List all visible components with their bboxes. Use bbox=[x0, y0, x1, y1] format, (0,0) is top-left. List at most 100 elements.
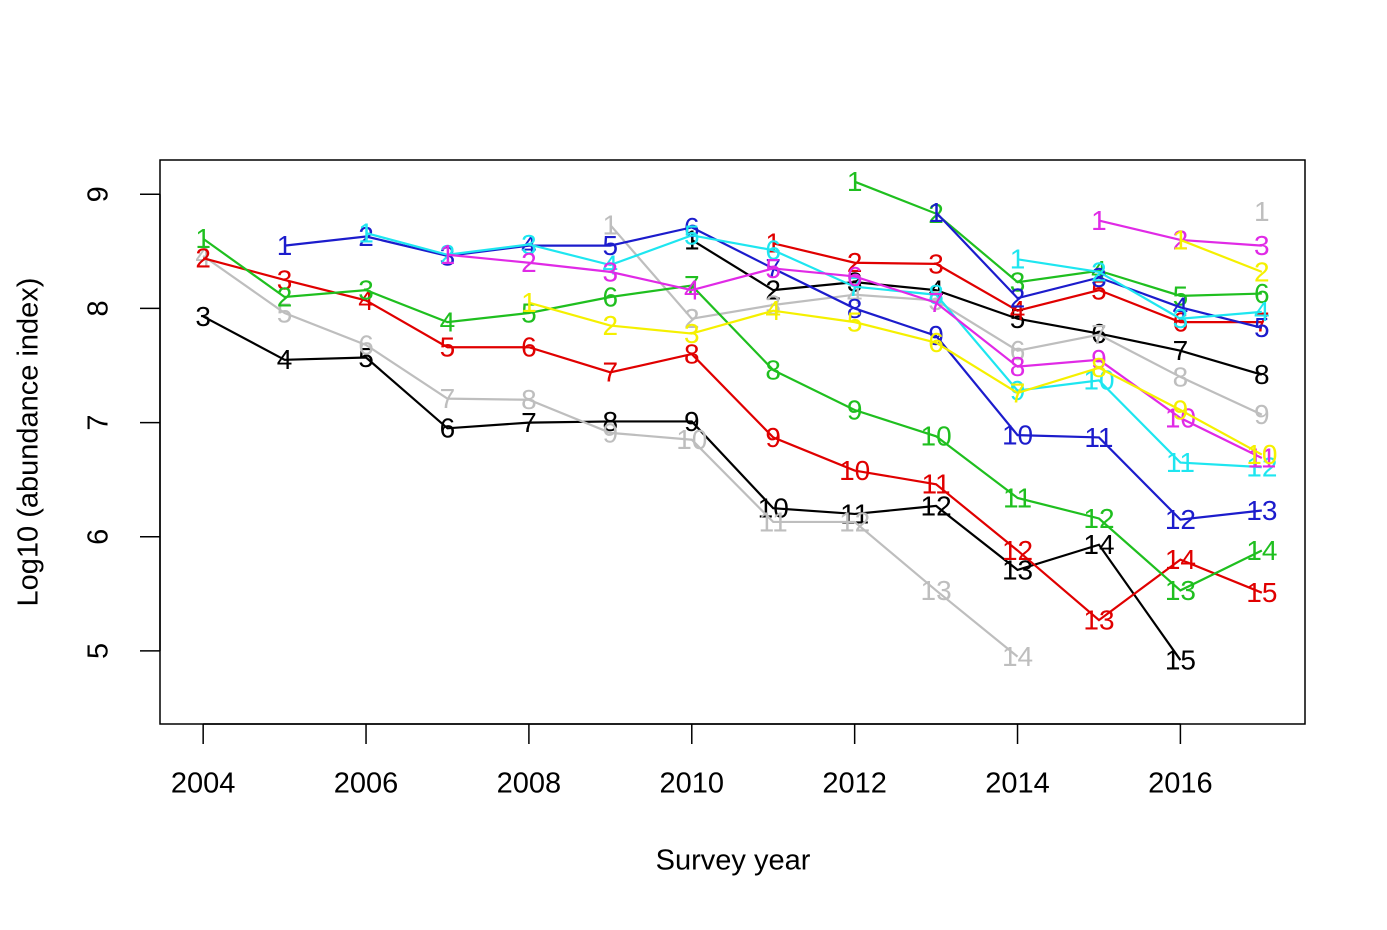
series-line bbox=[854, 180, 1262, 297]
y-tick-label: 7 bbox=[83, 415, 115, 431]
point-label: 15 bbox=[1246, 577, 1277, 608]
point-label: 3 bbox=[1254, 230, 1270, 261]
y-tick-label: 5 bbox=[83, 643, 115, 659]
point-label: 10 bbox=[1165, 402, 1196, 433]
point-label: 6 bbox=[521, 332, 537, 363]
series-line bbox=[772, 242, 1262, 324]
point-label: 2 bbox=[277, 281, 293, 312]
point-label: 9 bbox=[847, 394, 863, 425]
point-label: 9 bbox=[684, 406, 700, 437]
point-label: 3 bbox=[1010, 267, 1026, 298]
point-label: 2 bbox=[603, 310, 619, 341]
y-tick-label: 6 bbox=[83, 529, 115, 545]
y-axis-label: Log10 (abundance index) bbox=[13, 278, 45, 607]
point-label: 3 bbox=[195, 301, 211, 332]
point-label: 5 bbox=[684, 220, 700, 251]
point-label: 1 bbox=[277, 230, 293, 261]
point-label: 6 bbox=[603, 281, 619, 312]
point-label: 4 bbox=[195, 240, 211, 271]
point-label: 7 bbox=[928, 287, 944, 318]
point-label: 2 bbox=[684, 303, 700, 334]
point-label: 15 bbox=[1165, 644, 1196, 675]
series-line bbox=[365, 232, 1262, 469]
point-label: 8 bbox=[1010, 351, 1026, 382]
point-label: 5 bbox=[440, 332, 456, 363]
point-label: 7 bbox=[1173, 335, 1189, 366]
point-label: 5 bbox=[358, 342, 374, 373]
point-label: 7 bbox=[603, 357, 619, 388]
series-line bbox=[447, 253, 1263, 459]
point-label: 6 bbox=[358, 329, 374, 360]
point-label: 9 bbox=[1254, 399, 1270, 430]
series-line bbox=[202, 315, 1182, 661]
point-label: 4 bbox=[1173, 292, 1189, 323]
point-label: 1 bbox=[1091, 205, 1107, 236]
point-label: 6 bbox=[1010, 335, 1026, 366]
x-tick-label: 2008 bbox=[497, 768, 562, 800]
point-label: 2 bbox=[1173, 224, 1189, 255]
point-label: 7 bbox=[440, 383, 456, 414]
point-label: 11 bbox=[759, 506, 788, 537]
point-label: 13 bbox=[921, 575, 952, 606]
series-line bbox=[202, 257, 1263, 622]
point-label: 7 bbox=[521, 407, 537, 438]
point-label: 6 bbox=[928, 327, 944, 358]
point-label: 4 bbox=[765, 295, 781, 326]
point-label: 8 bbox=[1254, 359, 1270, 390]
point-label: 5 bbox=[1173, 280, 1189, 311]
y-tick-label: 9 bbox=[83, 186, 115, 202]
x-tick-label: 2016 bbox=[1148, 768, 1213, 800]
point-label: 8 bbox=[765, 354, 781, 385]
x-tick-label: 2010 bbox=[660, 768, 725, 800]
point-label: 3 bbox=[358, 275, 374, 306]
point-label: 6 bbox=[440, 413, 456, 444]
point-label: 2 bbox=[1010, 283, 1026, 314]
point-label: 1 bbox=[684, 224, 700, 255]
point-label: 10 bbox=[839, 455, 870, 486]
point-label: 5 bbox=[603, 230, 619, 261]
point-label: 1 bbox=[603, 209, 619, 240]
y-tick-label: 8 bbox=[83, 300, 115, 316]
point-label: 6 bbox=[847, 261, 863, 292]
series-line bbox=[202, 255, 1019, 658]
point-label: 4 bbox=[684, 275, 700, 306]
point-label: 1 bbox=[1173, 224, 1189, 255]
point-label: 12 bbox=[1165, 504, 1196, 535]
point-label: 5 bbox=[277, 297, 293, 328]
point-label: 8 bbox=[603, 406, 619, 437]
series-line bbox=[202, 237, 1263, 592]
point-label: 9 bbox=[1173, 394, 1189, 425]
x-tick-label: 2012 bbox=[822, 768, 887, 800]
point-label: 14 bbox=[1165, 544, 1196, 575]
point-label: 3 bbox=[928, 248, 944, 279]
point-label: 12 bbox=[1083, 503, 1114, 534]
point-label: 7 bbox=[1010, 377, 1026, 408]
point-label: 11 bbox=[922, 469, 951, 500]
point-label: 1 bbox=[440, 239, 456, 270]
point-label: 1 bbox=[521, 287, 537, 318]
point-label: 5 bbox=[1254, 312, 1270, 343]
point-label: 3 bbox=[1173, 303, 1189, 334]
point-label: 9 bbox=[928, 320, 944, 351]
point-label: 2 bbox=[765, 275, 781, 306]
point-label: 12 bbox=[1246, 452, 1277, 483]
point-label: 12 bbox=[921, 490, 952, 521]
point-label: 14 bbox=[1083, 529, 1114, 560]
series-line bbox=[1179, 238, 1263, 273]
point-label: 11 bbox=[840, 498, 869, 529]
point-label: 11 bbox=[1166, 447, 1195, 478]
point-label: 11 bbox=[1247, 442, 1276, 473]
point-label: 10 bbox=[921, 421, 952, 452]
point-label: 3 bbox=[277, 264, 293, 295]
point-label: 5 bbox=[1091, 275, 1107, 306]
point-label: 9 bbox=[1010, 375, 1026, 406]
point-label: 1 bbox=[1254, 196, 1270, 227]
point-label: 13 bbox=[1165, 575, 1196, 606]
point-label: 2 bbox=[847, 247, 863, 278]
point-label: 6 bbox=[1091, 318, 1107, 349]
plot-frame bbox=[159, 159, 1306, 725]
point-label: 13 bbox=[1083, 604, 1114, 635]
point-label: 4 bbox=[1254, 296, 1270, 327]
point-label: 4 bbox=[440, 307, 456, 338]
series-line bbox=[935, 211, 1263, 329]
